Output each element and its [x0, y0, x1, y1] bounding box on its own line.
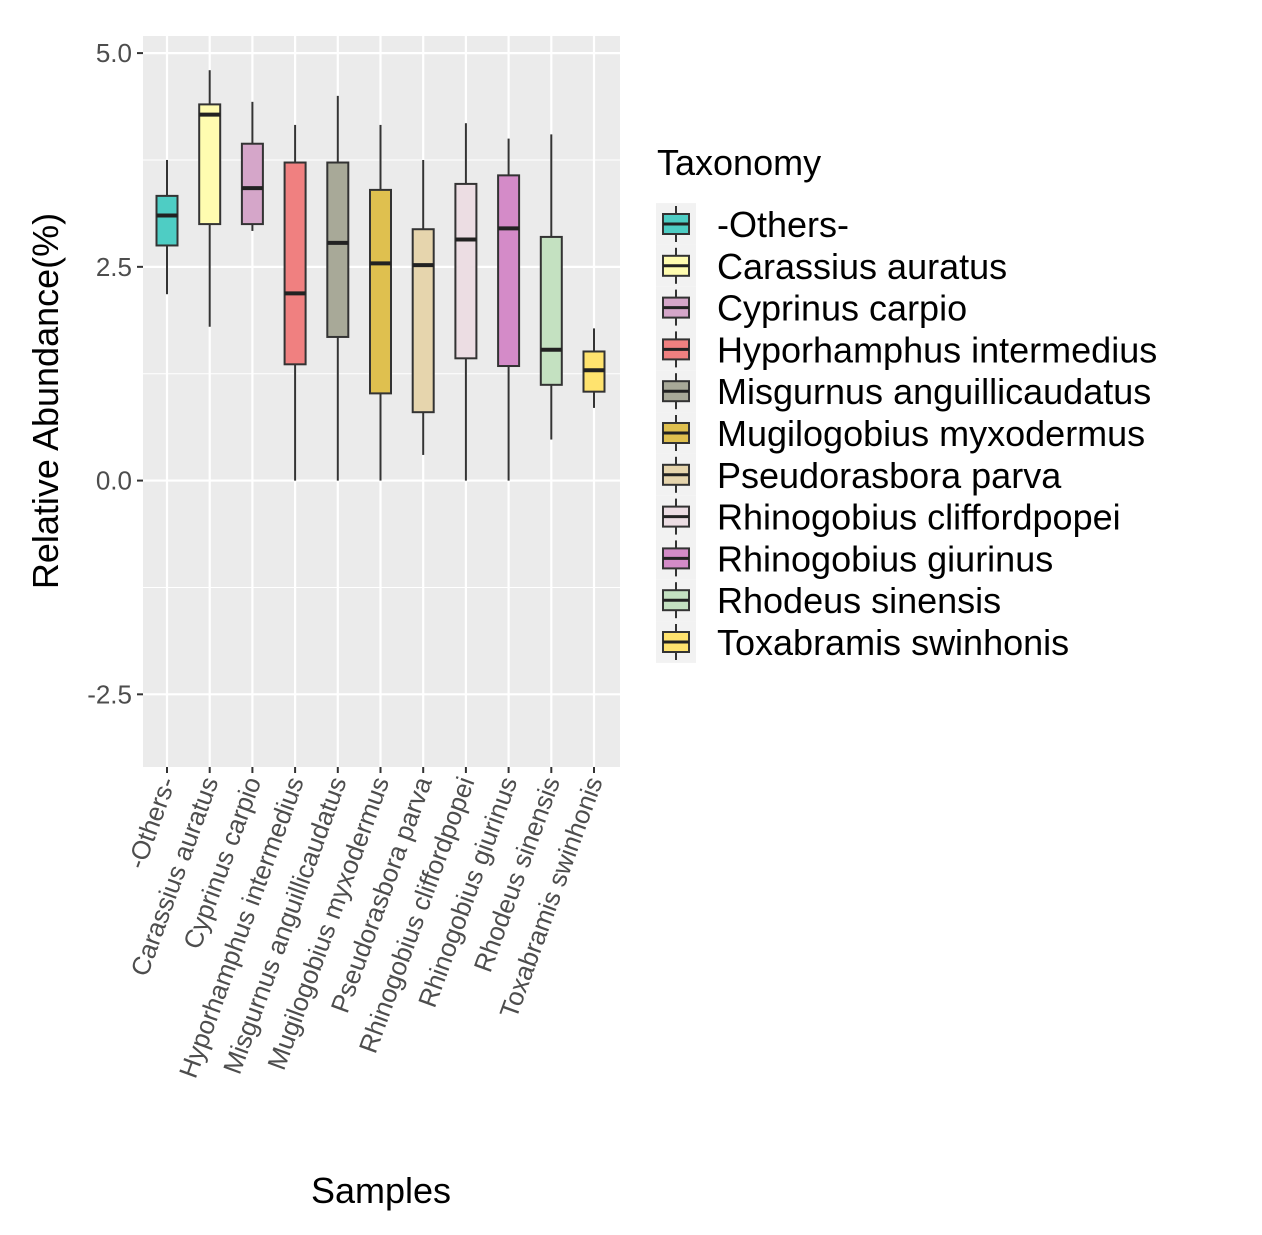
- legend-label: -Others-: [717, 204, 849, 245]
- legend-item-5: Misgurnus anguillicaudatus: [656, 370, 1151, 412]
- legend-item-8: Rhinogobius cliffordpopei: [656, 495, 1121, 538]
- box-7: [411, 159, 435, 455]
- box-body: [326, 161, 350, 338]
- box-body: [497, 174, 521, 368]
- box-2: [198, 70, 222, 327]
- box-11: [582, 328, 606, 408]
- box-6: [369, 124, 392, 481]
- box-body: [198, 103, 222, 226]
- legend-item-3: Cyprinus carpio: [656, 286, 967, 329]
- box-9: [497, 138, 521, 481]
- box-8: [454, 123, 478, 481]
- box-5: [326, 95, 350, 481]
- box-10: [539, 134, 563, 440]
- legend-label: Hyporhamphus intermedius: [717, 329, 1157, 370]
- legend-item-4: Hyporhamphus intermedius: [656, 328, 1157, 370]
- y-axis: -2.5 0.0 2.5 5.0: [87, 38, 143, 709]
- legend-title: Taxonomy: [657, 142, 821, 183]
- x-axis-title: Samples: [311, 1170, 451, 1211]
- y-tick-label: -2.5: [87, 679, 132, 709]
- legend-item-11: Toxabramis swinhonis: [656, 621, 1069, 663]
- boxes: [155, 70, 606, 481]
- legend-item-10: Rhodeus sinensis: [656, 579, 1001, 621]
- legend-label: Toxabramis swinhonis: [717, 622, 1069, 663]
- legend-item-2: Carassius auratus: [656, 244, 1007, 287]
- y-tick-label: 5.0: [96, 38, 132, 68]
- y-tick-label: 2.5: [96, 252, 132, 282]
- legend-label: Rhinogobius cliffordpopei: [717, 497, 1121, 538]
- box-4: [283, 124, 307, 481]
- box-body: [283, 161, 307, 366]
- box-body: [240, 142, 264, 226]
- legend-label: Carassius auratus: [717, 246, 1007, 287]
- legend-item-7: Pseudorasbora parva: [656, 453, 1062, 496]
- legend-item-9: Rhinogobius giurinus: [656, 537, 1053, 579]
- legend-label: Misgurnus anguillicaudatus: [717, 371, 1151, 412]
- legend-label: Mugilogobius myxodermus: [717, 413, 1145, 454]
- legend-label: Cyprinus carpio: [717, 288, 967, 329]
- legend: Taxonomy -Others-Carassius auratusCyprin…: [656, 142, 1157, 663]
- box-body: [369, 188, 392, 395]
- legend-item-6: Mugilogobius myxodermus: [656, 412, 1145, 454]
- box-body: [411, 228, 435, 414]
- box-body: [155, 194, 179, 247]
- box-3: [240, 101, 264, 231]
- y-tick-label: 0.0: [96, 466, 132, 496]
- legend-label: Pseudorasbora parva: [717, 455, 1062, 496]
- y-axis-title: Relative Abundance(%): [25, 213, 66, 589]
- legend-item-1: -Others-: [656, 203, 849, 245]
- box-body: [539, 235, 563, 386]
- legend-label: Rhinogobius giurinus: [717, 538, 1053, 579]
- box-1: [155, 159, 179, 295]
- legend-label: Rhodeus sinensis: [717, 580, 1001, 621]
- box-body: [454, 182, 478, 360]
